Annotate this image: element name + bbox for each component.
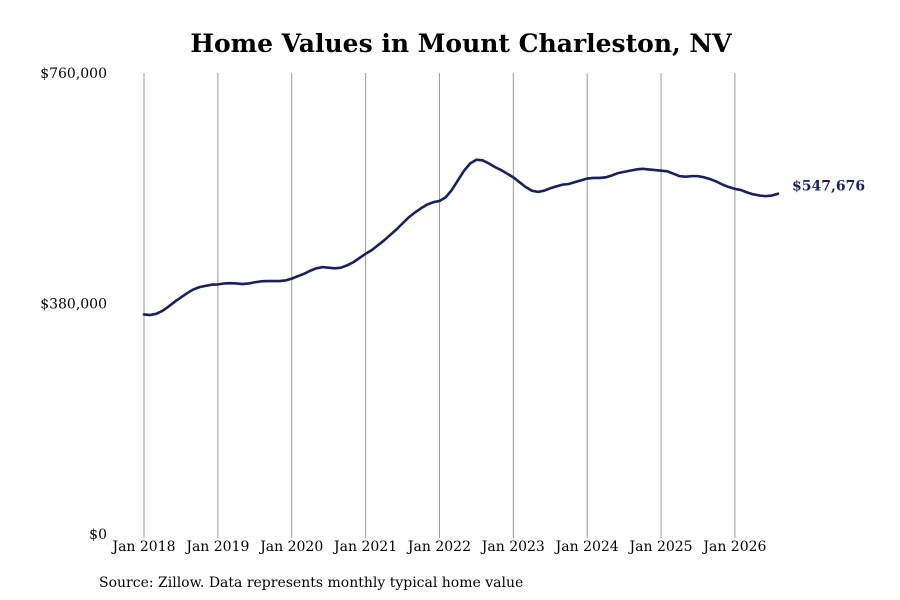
grid-lines [143, 73, 736, 538]
x-tick-label-8: Jan 2026 [701, 539, 766, 555]
chart-title: Home Values in Mount Charleston, NV [190, 29, 732, 58]
y-tick-label-0: $0 [89, 527, 107, 543]
last-value-label: $547,676 [792, 179, 865, 195]
x-tick-label-6: Jan 2024 [554, 539, 619, 555]
x-tick-label-4: Jan 2022 [406, 539, 471, 555]
series-line-home-value [142, 158, 780, 317]
x-axis-ticks: Jan 2018 Jan 2019 Jan 2020 Jan 2021 Jan 2022… [110, 539, 766, 555]
y-tick-label-1: $380,000 [40, 297, 107, 313]
x-tick-label-2: Jan 2020 [258, 539, 323, 555]
y-tick-label-2: $760,000 [40, 66, 107, 82]
x-tick-label-7: Jan 2025 [628, 539, 693, 555]
x-tick-label-3: Jan 2021 [332, 539, 397, 555]
x-tick-label-1: Jan 2019 [184, 539, 249, 555]
series-layer [142, 158, 780, 317]
x-tick-label-5: Jan 2023 [480, 539, 545, 555]
y-axis-ticks: $0 $380,000 $760,000 [40, 66, 107, 543]
x-tick-label-0: Jan 2018 [110, 539, 175, 555]
source-note: Source: Zillow. Data represents monthly … [99, 575, 523, 591]
